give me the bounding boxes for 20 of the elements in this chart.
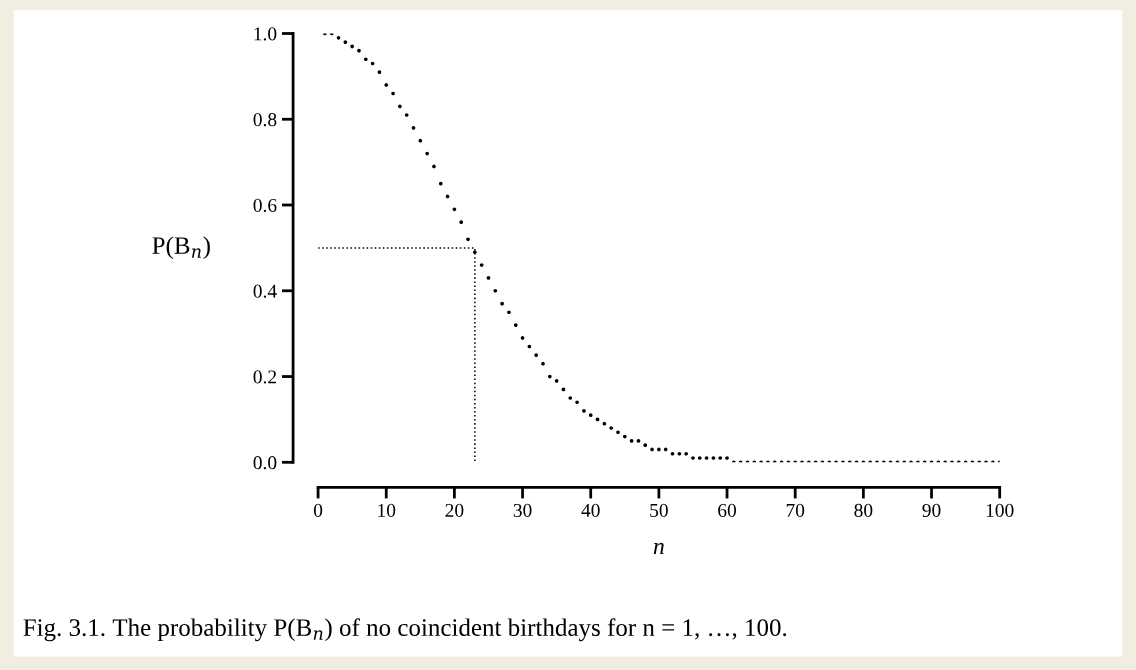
x-axis-title: n [653,542,664,554]
y-tick-label: 0.0 [253,456,277,470]
x-tick-label: 10 [378,503,396,517]
x-tick-label: 100 [986,503,1014,517]
x-tick-label: 20 [445,503,464,517]
x-tick-label: 90 [922,503,941,517]
y-tick-label: 0.6 [253,198,277,213]
x-tick-label: 70 [786,503,805,517]
y-axis-title: P(B$_{n}$) [152,236,210,260]
y-tick-label: 0.8 [253,113,277,127]
caption: Fig. 3.1. The probability P(B$_{n}$) of no coincident birthdays for n = 1, …, 100. [23,618,787,642]
x-tick-label: 80 [854,503,873,517]
x-tick-label: 0 [313,503,323,517]
x-tick-label: 40 [581,503,600,517]
y-tick-label: 0.2 [253,370,277,384]
y-tick-label: 0.4 [253,284,277,298]
x-tick-label: 60 [718,503,737,517]
x-tick-label: 50 [650,503,668,517]
y-tick-label: 1.0 [254,27,277,41]
x-tick-label: 30 [513,503,532,517]
